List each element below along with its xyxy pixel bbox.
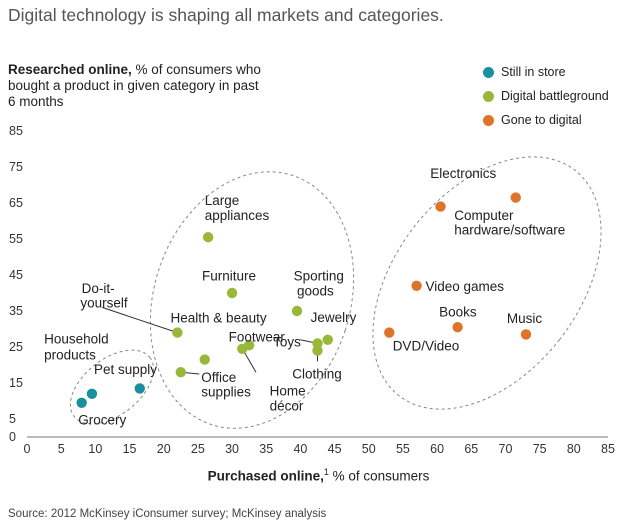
y-tick-label: 65: [9, 196, 23, 210]
x-axis-footnote-marker: 1: [323, 467, 329, 477]
data-point: Toys: [312, 338, 323, 349]
data-point: Large appliances: [202, 232, 214, 243]
point-label: appliances: [205, 208, 270, 223]
point-label: Grocery: [78, 412, 126, 427]
point-label: hardware/software: [454, 222, 565, 237]
x-tick-label: 35: [259, 442, 273, 456]
y-tick-label: 15: [9, 376, 23, 390]
x-tick-label: 20: [157, 442, 171, 456]
point-label: supplies: [201, 385, 251, 400]
source-note: Source: 2012 McKinsey iConsumer survey; …: [8, 508, 327, 520]
data-point: Clothing: [312, 345, 323, 356]
data-point: Health & beauty: [199, 354, 210, 365]
data-point: Footwear: [243, 340, 255, 351]
point-label: Books: [439, 304, 477, 319]
cluster-ellipse-digital-battleground: [149, 171, 355, 429]
point-label: Jewelry: [311, 310, 357, 325]
legend-swatch-still-in-store: [483, 66, 494, 78]
y-tick-label: 0: [9, 430, 16, 444]
point-label: Footwear: [229, 330, 286, 345]
legend-label-digital-battleground: Digital battleground: [501, 89, 609, 103]
point-label: Home: [270, 384, 306, 399]
data-point: Furniture: [226, 287, 238, 299]
y-tick-label: 55: [9, 232, 23, 246]
data-point: Pet supply: [134, 383, 145, 394]
legend-item-gone-to-digital: Gone to digital: [483, 108, 609, 132]
point-label: Toys: [273, 334, 301, 349]
x-tick-label: 50: [362, 442, 376, 456]
legend-swatch-digital-battleground: [483, 90, 494, 102]
data-point: Computer hardware/software: [510, 192, 521, 203]
legend-item-digital-battleground: Digital battleground: [483, 84, 609, 108]
point-label: DVD/Video: [393, 339, 460, 354]
point-label: Video games: [425, 279, 504, 294]
x-axis-label-rest: % of consumers: [328, 468, 430, 484]
x-tick-label: 60: [430, 442, 444, 456]
x-tick-label: 65: [464, 442, 478, 456]
point-label: Clothing: [292, 367, 342, 382]
point-label: Electronics: [430, 166, 496, 181]
data-point: Do-it-yourself: [172, 327, 183, 338]
point-label: Household: [44, 331, 109, 346]
cluster-ellipse-gone-to-digital: [372, 156, 602, 410]
data-point: Music: [520, 329, 532, 340]
x-tick-label: 55: [396, 442, 410, 456]
x-tick-label: 75: [533, 442, 547, 456]
point-label: Computer: [454, 208, 514, 223]
legend-label-gone-to-digital: Gone to digital: [501, 113, 582, 127]
y-tick-label: 75: [9, 160, 23, 174]
data-point: Books: [452, 322, 463, 333]
legend-item-still-in-store: Still in store: [483, 60, 609, 84]
cluster-ellipse-still-in-store: [69, 349, 155, 425]
x-tick-label: 10: [88, 442, 102, 456]
x-tick-label: 15: [123, 442, 137, 456]
leader-line: [102, 306, 178, 334]
point-label: Do-it-: [82, 281, 115, 296]
point-label: Office: [201, 370, 236, 385]
point-label: yourself: [80, 295, 128, 310]
point-label: Pet supply: [94, 362, 157, 377]
point-label: Large: [205, 193, 240, 208]
point-label: goods: [297, 284, 334, 299]
data-point: Sporting goods: [291, 305, 303, 317]
data-point: Office supplies: [175, 367, 186, 378]
x-tick-label: 70: [499, 442, 513, 456]
x-axis-label-bold: Purchased online,: [207, 468, 324, 484]
y-tick-label: 85: [9, 124, 23, 138]
y-tick-label: 45: [9, 268, 23, 282]
data-point: Household products: [86, 388, 98, 399]
point-label: Sporting: [294, 268, 344, 283]
x-tick-label: 30: [225, 442, 239, 456]
chart-legend: Still in store Digital battleground Gone…: [483, 60, 609, 132]
data-point: DVD/Video: [384, 327, 395, 338]
data-point: Video games: [411, 280, 422, 291]
x-tick-label: 80: [567, 442, 581, 456]
y-axis-label-rest: % of consumers who bought a product in g…: [8, 62, 261, 109]
x-tick-label: 45: [328, 442, 342, 456]
y-tick-label: 25: [9, 340, 23, 354]
point-label: décor: [270, 399, 304, 414]
point-label: Health & beauty: [171, 311, 267, 326]
y-axis-label-bold: Researched online,: [8, 62, 132, 77]
data-point: Electronics: [435, 201, 446, 212]
legend-label-still-in-store: Still in store: [501, 65, 566, 79]
x-axis-label: Purchased online,1 % of consumers: [0, 467, 637, 484]
y-tick-label: 35: [9, 304, 23, 318]
data-point: Grocery: [76, 397, 87, 408]
y-axis-label: Researched online, % of consumers who bo…: [8, 62, 268, 110]
chart-headline: Digital technology is shaping all market…: [8, 5, 444, 25]
x-tick-label: 5: [58, 442, 65, 456]
x-tick-label: 25: [191, 442, 205, 456]
point-label: products: [44, 348, 96, 363]
x-tick-label: 40: [293, 442, 307, 456]
y-tick-label: 5: [9, 412, 16, 426]
data-point: Jewelry: [322, 334, 333, 345]
point-label: Furniture: [202, 268, 256, 283]
legend-swatch-gone-to-digital: [483, 114, 494, 126]
x-tick-label: 85: [601, 442, 615, 456]
x-tick-label: 0: [24, 442, 31, 456]
point-label: Music: [507, 311, 543, 326]
